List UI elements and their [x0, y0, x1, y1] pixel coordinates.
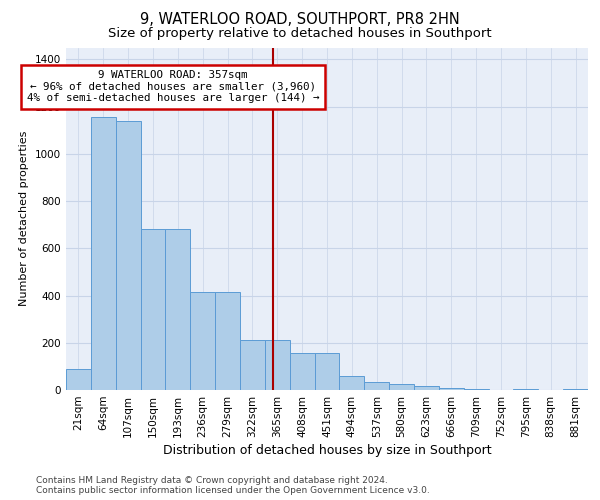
Bar: [265, 340, 290, 390]
Bar: [439, 388, 464, 390]
Bar: [66, 368, 91, 390]
Bar: [340, 376, 364, 390]
Bar: [166, 230, 190, 390]
Text: 9 WATERLOO ROAD: 357sqm
← 96% of detached houses are smaller (3,960)
4% of semi-: 9 WATERLOO ROAD: 357sqm ← 96% of detache…: [26, 70, 319, 103]
Bar: [215, 292, 240, 390]
Bar: [91, 117, 116, 390]
Bar: [514, 389, 538, 390]
Bar: [389, 384, 414, 390]
Bar: [116, 120, 140, 390]
Bar: [464, 389, 488, 390]
X-axis label: Distribution of detached houses by size in Southport: Distribution of detached houses by size …: [163, 444, 491, 457]
Bar: [290, 354, 314, 390]
Bar: [563, 389, 588, 390]
Bar: [140, 230, 166, 390]
Text: Size of property relative to detached houses in Southport: Size of property relative to detached ho…: [108, 28, 492, 40]
Bar: [414, 386, 439, 390]
Text: Contains HM Land Registry data © Crown copyright and database right 2024.
Contai: Contains HM Land Registry data © Crown c…: [36, 476, 430, 495]
Bar: [364, 382, 389, 390]
Text: 9, WATERLOO ROAD, SOUTHPORT, PR8 2HN: 9, WATERLOO ROAD, SOUTHPORT, PR8 2HN: [140, 12, 460, 28]
Bar: [240, 340, 265, 390]
Bar: [190, 292, 215, 390]
Y-axis label: Number of detached properties: Number of detached properties: [19, 131, 29, 306]
Bar: [314, 354, 340, 390]
